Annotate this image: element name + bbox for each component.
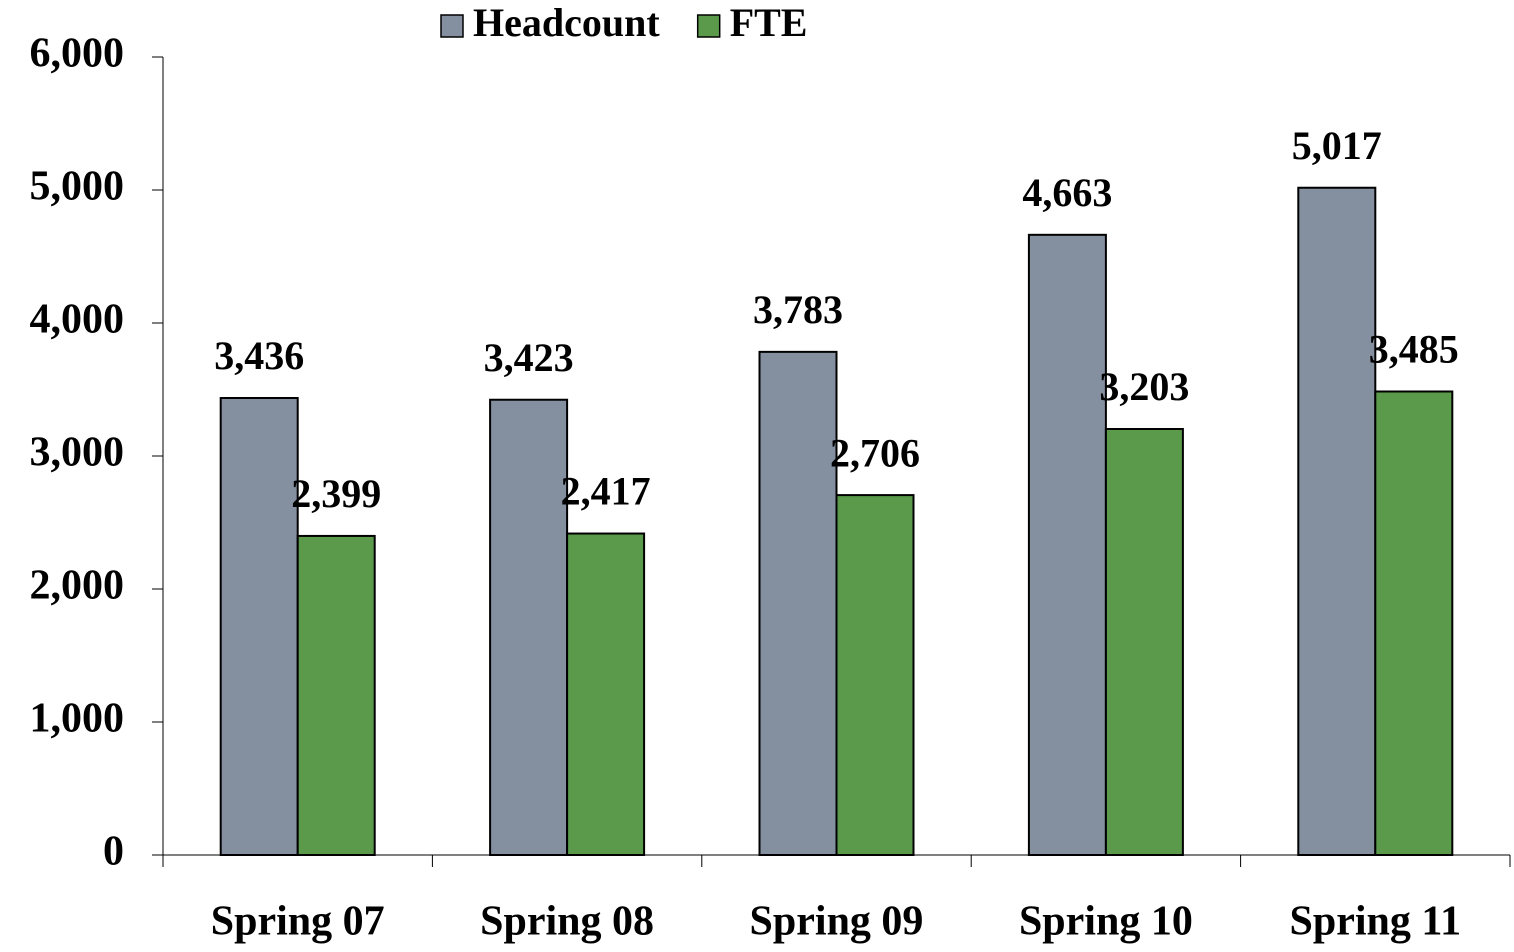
data-label: 2,399 xyxy=(291,471,381,516)
x-tick-label: Spring 10 xyxy=(1019,899,1193,945)
x-tick-label: Spring 09 xyxy=(750,899,924,945)
data-label: 3,783 xyxy=(753,287,843,332)
data-label: 5,017 xyxy=(1292,123,1382,168)
y-tick-label: 1,000 xyxy=(30,696,125,742)
data-label: 3,485 xyxy=(1369,327,1459,372)
bar xyxy=(566,532,646,856)
bar xyxy=(489,398,569,856)
data-label: 3,203 xyxy=(1099,364,1189,409)
y-tick-label: 0 xyxy=(103,829,124,875)
legend-swatch xyxy=(696,14,721,38)
y-tick-label: 6,000 xyxy=(30,31,125,77)
data-label: 3,436 xyxy=(214,333,304,378)
bar xyxy=(219,397,299,856)
x-tick-label: Spring 11 xyxy=(1290,899,1462,945)
data-label: 3,423 xyxy=(484,335,574,380)
data-label: 2,417 xyxy=(561,469,651,514)
bar xyxy=(835,494,915,856)
y-tick-label: 3,000 xyxy=(30,430,125,476)
bar xyxy=(1297,186,1377,856)
legend-swatch xyxy=(440,14,464,38)
bar xyxy=(758,350,838,856)
y-tick-label: 5,000 xyxy=(30,164,125,210)
bar xyxy=(1027,233,1107,857)
legend-label: FTE xyxy=(730,0,808,45)
bar xyxy=(1104,428,1184,856)
y-tick-label: 2,000 xyxy=(30,563,125,609)
x-tick-label: Spring 08 xyxy=(480,899,654,945)
x-tick-label: Spring 07 xyxy=(211,899,385,945)
bar xyxy=(296,534,376,856)
bar xyxy=(1374,390,1454,856)
data-label: 2,706 xyxy=(830,430,920,475)
data-label: 4,663 xyxy=(1022,170,1112,215)
y-tick-label: 4,000 xyxy=(30,297,125,343)
legend-label: Headcount xyxy=(473,0,660,45)
